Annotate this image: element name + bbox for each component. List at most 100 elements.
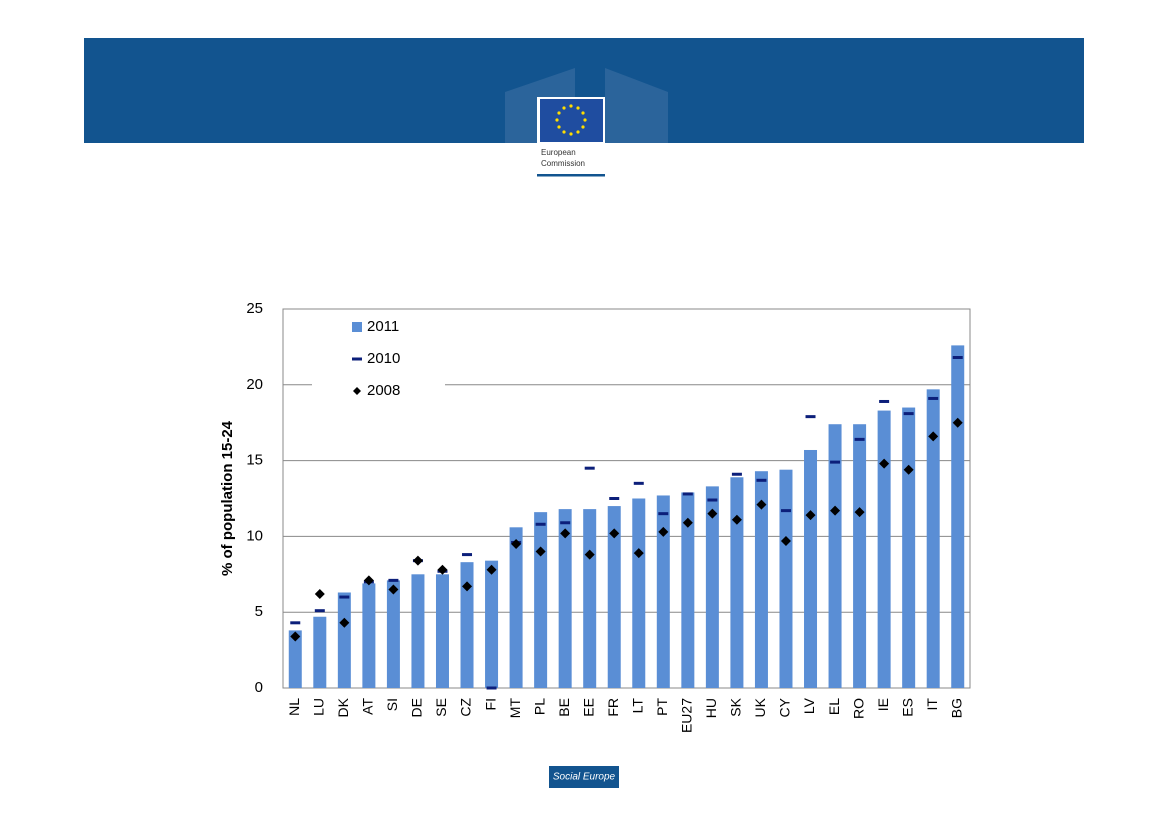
bar xyxy=(754,471,768,688)
diamond-marker xyxy=(486,564,497,575)
diamond-marker xyxy=(388,584,399,595)
legend-swatch xyxy=(352,322,362,332)
x-tick-label: AT xyxy=(360,698,376,715)
diamond-marker xyxy=(412,555,423,566)
diamond-marker xyxy=(363,575,374,586)
bar xyxy=(877,410,891,688)
diamond-marker xyxy=(314,589,325,600)
x-tick-label: PT xyxy=(654,698,670,716)
y-tick-label: 0 xyxy=(255,679,263,696)
bar xyxy=(926,389,940,688)
x-tick-label: IE xyxy=(875,698,891,711)
diamond-marker xyxy=(780,535,791,546)
bar xyxy=(386,580,400,688)
bar xyxy=(362,583,376,688)
x-tick-label: DK xyxy=(335,697,351,717)
diamond-marker xyxy=(952,417,963,428)
bar xyxy=(779,469,793,688)
logo: European Commission xyxy=(505,68,668,177)
chart: 0 5 10 15 20 25 % of population 15-24 NL LU DK AT S… xyxy=(219,300,971,733)
x-tick-label: HU xyxy=(703,698,719,718)
x-tick-label: EU27 xyxy=(679,698,695,733)
y-tick-label: 10 xyxy=(246,527,263,544)
y-tick-label: 15 xyxy=(246,452,263,469)
diamond-marker xyxy=(682,517,693,528)
footer-text: Social Europe xyxy=(553,772,616,783)
diamond-marker xyxy=(879,458,890,469)
bar xyxy=(411,574,425,688)
y-tick-label: 20 xyxy=(246,376,263,393)
x-tick-label: FR xyxy=(605,698,621,717)
diamond-marker xyxy=(731,514,742,525)
legend-label: 2011 xyxy=(367,318,399,335)
diamond-marker xyxy=(437,564,448,575)
x-tick-label: FI xyxy=(482,698,498,710)
diamond-marker xyxy=(462,581,473,592)
x-tick-label: CZ xyxy=(458,698,474,717)
bar xyxy=(337,592,351,688)
bar xyxy=(951,345,965,688)
bar xyxy=(435,574,449,688)
x-tick-label: LV xyxy=(801,697,817,714)
diamond-marker xyxy=(707,508,718,519)
legend-label: 2008 xyxy=(367,382,400,399)
x-tick-label: PL xyxy=(531,698,547,715)
bar xyxy=(607,506,621,688)
bar xyxy=(902,407,916,688)
diamond-marker xyxy=(854,507,865,518)
y-tick-label: 5 xyxy=(255,603,263,620)
x-tick-label: SE xyxy=(433,698,449,717)
x-tick-label: DE xyxy=(409,698,425,717)
diamond-marker xyxy=(830,505,841,516)
x-tick-label: LT xyxy=(629,698,645,714)
x-tick-label: ES xyxy=(899,698,915,717)
logo-text: European xyxy=(541,148,576,157)
bar xyxy=(730,477,744,688)
y-tick-label: 25 xyxy=(246,300,263,317)
bar xyxy=(460,562,474,688)
diamond-marker xyxy=(339,617,350,628)
plot-frame xyxy=(282,308,971,689)
x-tick-label: EL xyxy=(826,698,842,715)
bar xyxy=(853,424,867,688)
bar xyxy=(583,509,597,688)
bar xyxy=(632,498,646,688)
bar xyxy=(804,449,818,688)
bar xyxy=(558,509,572,688)
x-tick-label: EE xyxy=(580,698,596,717)
legend-label: 2010 xyxy=(367,350,400,367)
x-tick-label: LU xyxy=(311,698,327,716)
x-tick-label: NL xyxy=(286,698,302,716)
x-tick-label: SK xyxy=(728,697,744,716)
diamond-marker xyxy=(290,631,301,642)
legend-swatch xyxy=(353,387,361,395)
bar xyxy=(313,616,327,688)
bar xyxy=(485,560,499,688)
diamond-marker xyxy=(658,526,669,537)
diamond-marker xyxy=(633,548,644,559)
bar xyxy=(656,495,670,688)
x-tick-label: BG xyxy=(948,698,964,718)
footer-badge xyxy=(549,766,619,788)
diamond-marker xyxy=(560,528,571,539)
bar xyxy=(681,492,695,688)
bar xyxy=(828,424,842,688)
diamond-marker xyxy=(609,528,620,539)
x-tick-label: CY xyxy=(777,697,793,717)
x-tick-label: RO xyxy=(850,698,866,719)
diamond-marker xyxy=(805,510,816,521)
diamond-marker xyxy=(903,464,914,475)
x-tick-label: MT xyxy=(507,698,523,719)
bar xyxy=(288,630,302,688)
diamond-marker xyxy=(928,431,939,442)
bar xyxy=(705,486,719,688)
x-tick-label: SI xyxy=(384,698,400,711)
x-tick-label: BE xyxy=(556,698,572,717)
diamond-marker xyxy=(756,499,767,510)
x-tick-label: IT xyxy=(924,698,940,711)
x-tick-label: UK xyxy=(752,697,768,717)
diamond-marker xyxy=(511,538,522,549)
legend-box xyxy=(312,311,445,405)
